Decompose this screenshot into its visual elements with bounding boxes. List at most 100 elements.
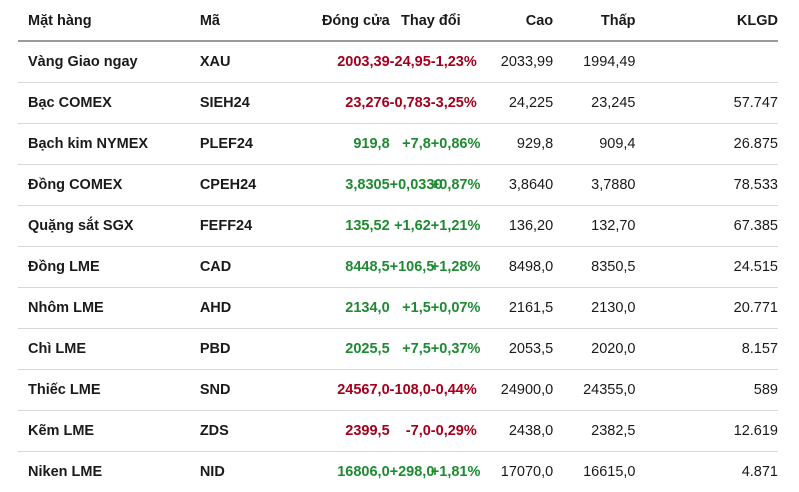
cell-change-percent: +1,28% — [431, 247, 472, 288]
cell-volume: 8.157 — [636, 329, 779, 370]
cell-low: 16615,0 — [553, 452, 635, 492]
cell-volume: 78.533 — [636, 165, 779, 206]
cell-low: 2130,0 — [553, 288, 635, 329]
cell-close: 23,276 — [283, 83, 390, 124]
header-row: Mặt hàng Mã Đóng cửa Thay đổi Cao Thấp K… — [18, 2, 778, 41]
cell-code: XAU — [194, 41, 283, 83]
cell-close: 16806,0 — [283, 452, 390, 492]
cell-volume: 20.771 — [636, 288, 779, 329]
cell-code: AHD — [194, 288, 283, 329]
cell-commodity: Thiếc LME — [18, 370, 194, 411]
cell-change: -108,0 — [390, 370, 431, 411]
cell-change-percent: +0,87% — [431, 165, 472, 206]
cell-commodity: Bạc COMEX — [18, 83, 194, 124]
cell-code: FEFF24 — [194, 206, 283, 247]
cell-code: NID — [194, 452, 283, 492]
cell-close: 2399,5 — [283, 411, 390, 452]
cell-commodity: Chì LME — [18, 329, 194, 370]
cell-commodity: Nhôm LME — [18, 288, 194, 329]
cell-high: 2053,5 — [472, 329, 553, 370]
cell-change-percent: +1,21% — [431, 206, 472, 247]
header-commodity: Mặt hàng — [18, 2, 194, 41]
cell-high: 2438,0 — [472, 411, 553, 452]
cell-low: 2020,0 — [553, 329, 635, 370]
commodity-table-container: Mặt hàng Mã Đóng cửa Thay đổi Cao Thấp K… — [18, 2, 798, 492]
cell-volume: 57.747 — [636, 83, 779, 124]
cell-high: 24,225 — [472, 83, 553, 124]
cell-high: 2033,99 — [472, 41, 553, 83]
cell-close: 2134,0 — [283, 288, 390, 329]
cell-volume — [636, 41, 779, 83]
cell-change: -0,783 — [390, 83, 431, 124]
cell-commodity: Kẽm LME — [18, 411, 194, 452]
cell-commodity: Đồng LME — [18, 247, 194, 288]
cell-high: 3,8640 — [472, 165, 553, 206]
cell-high: 17070,0 — [472, 452, 553, 492]
cell-change: +298,0 — [390, 452, 431, 492]
cell-high: 136,20 — [472, 206, 553, 247]
cell-close: 919,8 — [283, 124, 390, 165]
cell-low: 2382,5 — [553, 411, 635, 452]
cell-change-percent: +0,86% — [431, 124, 472, 165]
cell-close: 24567,0 — [283, 370, 390, 411]
cell-commodity: Quặng sắt SGX — [18, 206, 194, 247]
header-close: Đóng cửa — [283, 2, 390, 41]
header-volume: KLGD — [636, 2, 779, 41]
cell-volume: 589 — [636, 370, 779, 411]
cell-change-percent: -3,25% — [431, 83, 472, 124]
cell-change: +0,0330 — [390, 165, 431, 206]
cell-commodity: Bạch kim NYMEX — [18, 124, 194, 165]
cell-close: 135,52 — [283, 206, 390, 247]
cell-close: 3,8305 — [283, 165, 390, 206]
header-code: Mã — [194, 2, 283, 41]
cell-volume: 67.385 — [636, 206, 779, 247]
cell-close: 8448,5 — [283, 247, 390, 288]
cell-change: +7,5 — [390, 329, 431, 370]
cell-volume: 4.871 — [636, 452, 779, 492]
cell-code: PLEF24 — [194, 124, 283, 165]
cell-low: 23,245 — [553, 83, 635, 124]
cell-change-percent: -1,23% — [431, 41, 472, 83]
cell-low: 8350,5 — [553, 247, 635, 288]
header-low: Thấp — [553, 2, 635, 41]
cell-high: 8498,0 — [472, 247, 553, 288]
cell-high: 2161,5 — [472, 288, 553, 329]
cell-commodity: Niken LME — [18, 452, 194, 492]
cell-change-percent: +1,81% — [431, 452, 472, 492]
cell-change: +1,62 — [390, 206, 431, 247]
cell-change: +1,5 — [390, 288, 431, 329]
cell-low: 3,7880 — [553, 165, 635, 206]
header-high: Cao — [472, 2, 553, 41]
cell-code: SIEH24 — [194, 83, 283, 124]
cell-change-percent: +0,37% — [431, 329, 472, 370]
cell-code: CAD — [194, 247, 283, 288]
cell-low: 909,4 — [553, 124, 635, 165]
cell-change-percent: +0,07% — [431, 288, 472, 329]
cell-code: ZDS — [194, 411, 283, 452]
cell-commodity: Vàng Giao ngay — [18, 41, 194, 83]
cell-high: 24900,0 — [472, 370, 553, 411]
cell-change-percent: -0,29% — [431, 411, 472, 452]
cell-low: 1994,49 — [553, 41, 635, 83]
cell-low: 24355,0 — [553, 370, 635, 411]
cell-change: -24,95 — [390, 41, 431, 83]
cell-change: +106,5 — [390, 247, 431, 288]
cell-volume: 24.515 — [636, 247, 779, 288]
table-header: Mặt hàng Mã Đóng cửa Thay đổi Cao Thấp K… — [18, 2, 778, 41]
cell-close: 2003,39 — [283, 41, 390, 83]
cell-code: CPEH24 — [194, 165, 283, 206]
cell-volume: 12.619 — [636, 411, 779, 452]
header-change: Thay đổi — [390, 2, 472, 41]
